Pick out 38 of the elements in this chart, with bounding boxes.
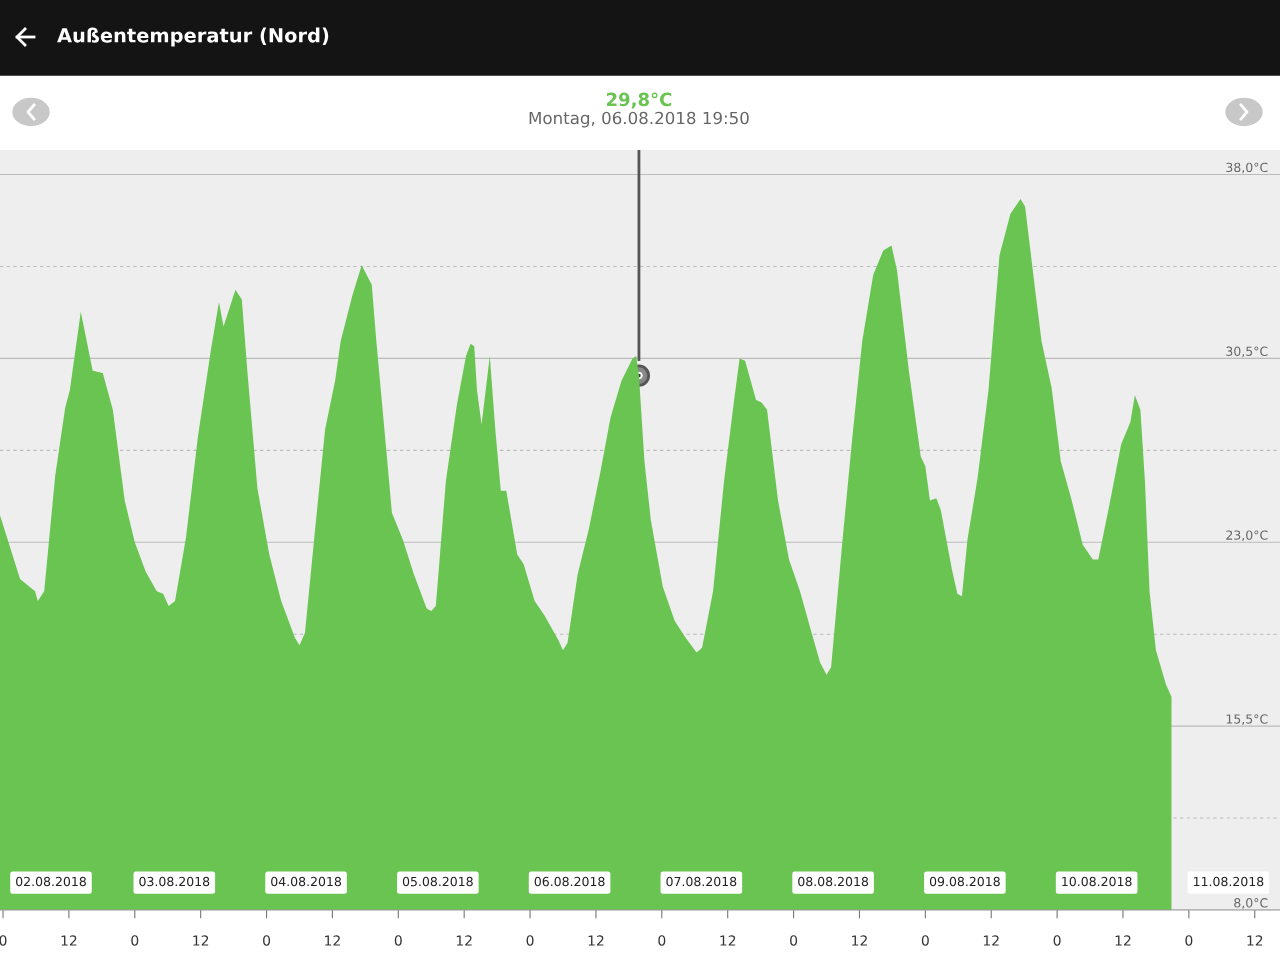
y-tick-label: 23,0°C <box>1226 530 1268 542</box>
annotation: 07.08.2018 <box>666 876 737 887</box>
annotation: 10.08.2018 <box>1062 876 1132 887</box>
x-tick-label: 12 <box>852 935 867 946</box>
x-tick-label: 12 <box>325 935 340 946</box>
annotation: 02.08.2018 <box>16 876 86 887</box>
annotation: 04.08.2018 <box>271 876 341 887</box>
annotation: 05.08.2018 <box>402 876 473 887</box>
x-tick-label: 0 <box>1185 935 1193 946</box>
x-tick-label: 12 <box>456 935 472 946</box>
y-tick-label: 15,5°C <box>1226 714 1268 725</box>
text: 29,8°C <box>606 92 672 109</box>
x-tick-label: 12 <box>588 935 604 946</box>
x-tick-label: 12 <box>983 935 999 946</box>
x-tick-label: 0 <box>790 935 798 946</box>
x-tick-label: 0 <box>921 935 929 946</box>
x-tick-label: 0 <box>131 935 139 946</box>
ref-line-label: Montag, 06.08.2018 19:50 <box>529 111 749 128</box>
x-tick-label: 0 <box>394 935 402 946</box>
x-tick-label: 0 <box>658 935 666 946</box>
x-tick-label: 12 <box>193 935 209 946</box>
annotation: 09.08.2018 <box>929 876 1000 887</box>
x-tick-label: 12 <box>1115 935 1131 946</box>
annotation: 03.08.2018 <box>139 876 210 887</box>
x-tick-label: 12 <box>61 935 77 946</box>
x-tick-label: 0 <box>1053 935 1061 946</box>
x-tick-label: 12 <box>720 935 736 946</box>
chart-title: Außentemperatur (Nord) <box>57 27 329 47</box>
y-tick-label: 38,0°C <box>1226 162 1268 174</box>
x-tick-label: 12 <box>1247 935 1263 946</box>
annotation: 08.08.2018 <box>798 876 869 887</box>
y-tick-label: 30,5°C <box>1226 346 1268 358</box>
y-tick-label: 8,0°C <box>1234 898 1268 909</box>
x-tick-label: 0 <box>526 935 534 946</box>
x-tick-label: 0 <box>263 935 271 946</box>
x-tick-label: 0 <box>0 935 7 946</box>
annotation: 06.08.2018 <box>534 876 605 887</box>
annotation: 11.08.2018 <box>1193 876 1264 887</box>
